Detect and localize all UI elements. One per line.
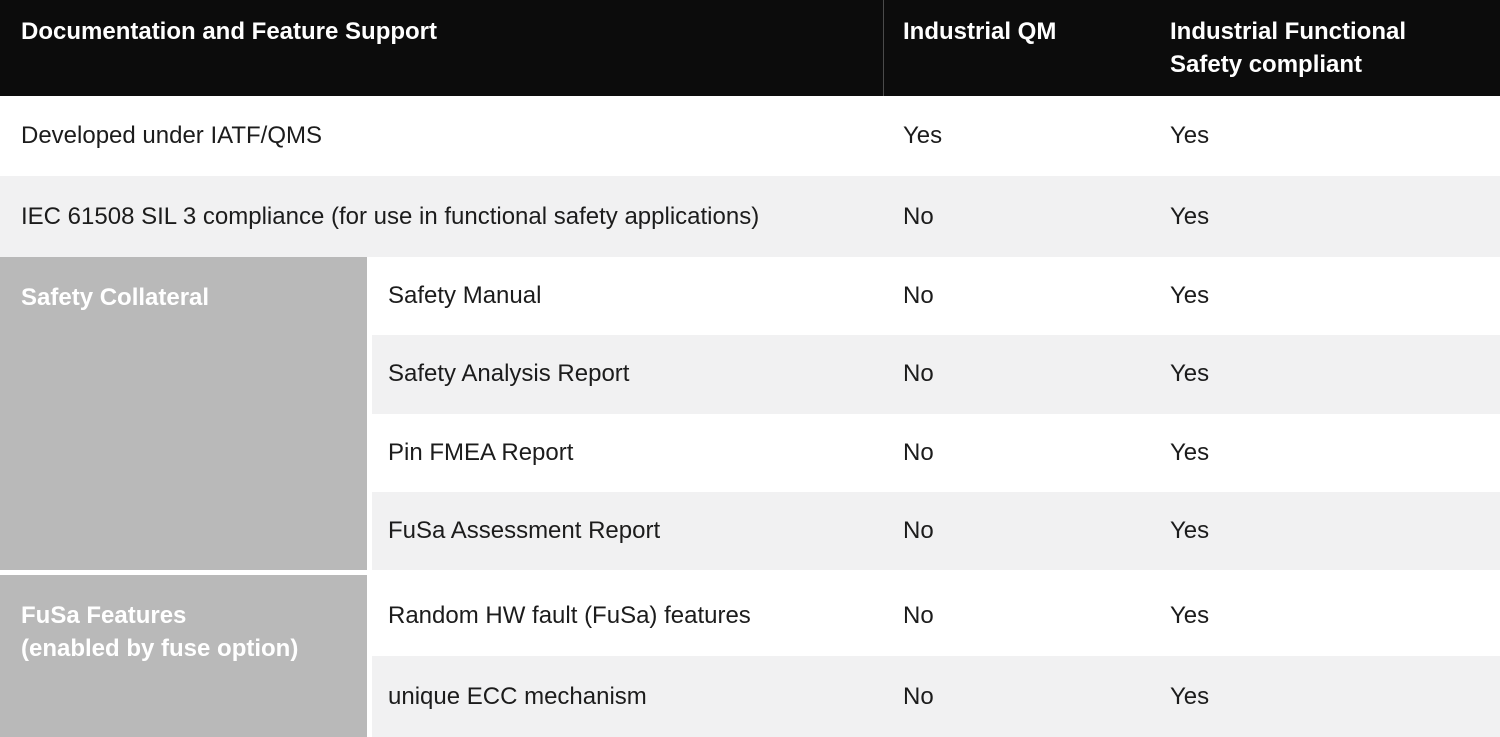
industrial-qm-value: No [903, 282, 934, 310]
group-header: Safety Collateral [0, 257, 367, 570]
feature-label: Developed under IATF/QMS [21, 122, 323, 149]
industrial-qm-value: No [903, 516, 934, 544]
table-row: IEC 61508 SIL 3 compliance (for use in f… [0, 176, 1500, 257]
table-row: unique ECC mechanism No Yes [372, 656, 1500, 737]
functional-safety-value: Yes [1170, 516, 1210, 544]
group-gutter [367, 257, 372, 570]
feature-label: unique ECC mechanism [388, 682, 647, 710]
feature-label: FuSa Assessment Report [388, 516, 661, 544]
table-row: FuSa Assessment Report No Yes [372, 491, 1500, 570]
industrial-qm-value: No [903, 202, 934, 230]
functional-safety-value: Yes [1170, 282, 1210, 310]
section-divider [0, 570, 1500, 575]
feature-label: Safety Manual [388, 282, 542, 310]
group-safety-collateral: Safety Collateral Safety Manual No Yes S… [0, 257, 1500, 570]
table-row: Safety Manual No Yes [372, 257, 1500, 336]
group-rows: Safety Manual No Yes Safety Analysis Rep… [372, 257, 1500, 570]
group-header: FuSa Features (enabled by fuse option) [0, 575, 367, 737]
table-header-row: Documentation and Feature Support Indust… [0, 0, 1500, 96]
feature-label: Safety Analysis Report [388, 360, 630, 388]
functional-safety-value: Yes [1170, 438, 1210, 466]
feature-label: Random HW fault (FuSa) features [388, 601, 751, 629]
industrial-qm-value: No [903, 360, 934, 388]
functional-safety-value: Yes [1170, 202, 1210, 230]
header-industrial-functional-safety-column: Industrial Functional Safety compliant [1170, 18, 1407, 78]
feature-label: Pin FMEA Report [388, 438, 574, 466]
functional-safety-value: Yes [1170, 122, 1210, 149]
table-row: Safety Analysis Report No Yes [372, 335, 1500, 414]
header-industrial-qm-column: Industrial QM [883, 0, 1150, 96]
table-row: Random HW fault (FuSa) features No Yes [372, 575, 1500, 656]
table-row: Developed under IATF/QMS Yes Yes [0, 96, 1500, 176]
industrial-qm-value: No [903, 682, 934, 710]
group-gutter [367, 575, 372, 737]
group-fusa-features: FuSa Features (enabled by fuse option) R… [0, 575, 1500, 737]
industrial-qm-value: No [903, 438, 934, 466]
header-feature-column: Documentation and Feature Support [21, 18, 438, 45]
industrial-qm-value: No [903, 601, 934, 629]
functional-safety-value: Yes [1170, 360, 1210, 388]
table-row: Pin FMEA Report No Yes [372, 413, 1500, 492]
functional-safety-value: Yes [1170, 601, 1210, 629]
group-rows: Random HW fault (FuSa) features No Yes u… [372, 575, 1500, 737]
feature-label: IEC 61508 SIL 3 compliance (for use in f… [21, 202, 760, 230]
industrial-qm-value: Yes [903, 122, 943, 149]
functional-safety-value: Yes [1170, 682, 1210, 710]
